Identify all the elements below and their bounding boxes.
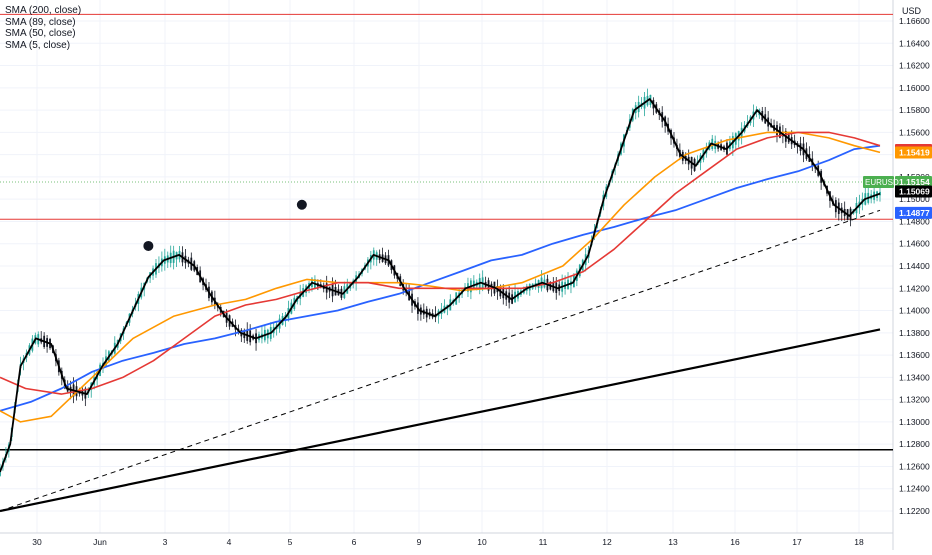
price-tick-label: 1.12600 [899, 461, 930, 471]
time-tick-label: 30 [32, 537, 42, 547]
price-tick-label: 1.14000 [899, 306, 930, 316]
time-tick-label: 16 [730, 537, 740, 547]
symbol-tag-badge [863, 176, 894, 189]
swing-high-marker [296, 199, 307, 210]
legend-item-sma5[interactable]: SMA (5, close) [5, 39, 71, 51]
price-tick-label: 1.14800 [899, 216, 930, 226]
price-tick-label: 1.13400 [899, 372, 930, 382]
price-tick-label: 1.16400 [899, 38, 930, 48]
sma-line-sma5 [0, 98, 881, 473]
price-tick-label: 1.16000 [899, 83, 930, 93]
legend-item-sma200[interactable]: SMA (200, close) [5, 5, 82, 16]
price-tick-label: 1.16600 [899, 16, 930, 26]
swing-high-marker [143, 240, 154, 251]
indicator-legend: SMA (200, close) SMA (89, close) SMA (50… [5, 5, 81, 51]
time-tick-label: 17 [792, 537, 802, 547]
price-tick-label: 1.13000 [899, 417, 930, 427]
price-tag-label: 1.15069 [899, 186, 930, 196]
price-tag-badge [895, 185, 932, 198]
time-tick-label: 11 [539, 537, 548, 547]
currency-label[interactable]: USD [902, 6, 922, 16]
time-tick-label: 10 [477, 537, 487, 547]
price-tick-label: 1.14400 [899, 261, 930, 271]
price-tick-label: 1.14200 [899, 283, 930, 293]
price-tag-label: 1.15419 [899, 148, 930, 158]
time-tick-label: 12 [602, 537, 612, 547]
price-tag-badge [895, 176, 932, 189]
price-tick-label: 1.13200 [899, 395, 930, 405]
price-tick-label: 1.13600 [899, 350, 930, 360]
sma-line-sma89 [0, 131, 881, 423]
price-tick-label: 1.12800 [899, 439, 930, 449]
sma-line-sma200 [0, 144, 881, 412]
price-tick-label: 1.12400 [899, 484, 930, 494]
price-tag-label: 1.15154 [899, 177, 930, 187]
time-tick-label: 5 [288, 537, 293, 547]
time-tick-label: Jun [93, 537, 107, 547]
time-tick-label: 18 [854, 537, 864, 547]
time-tick-label: 6 [352, 537, 357, 547]
legend-item-sma89[interactable]: SMA (89, close) [5, 16, 76, 28]
sma-line-sma50 [0, 131, 881, 395]
price-tick-label: 1.15000 [899, 194, 930, 204]
solid-trendline [0, 328, 881, 513]
time-tick-label: 4 [227, 537, 232, 547]
price-tick-label: 1.12200 [899, 506, 930, 516]
price-tick-label: 1.14600 [899, 239, 930, 249]
legend-item-sma50[interactable]: SMA (50, close) [5, 28, 76, 39]
symbol-tag-label: EURUSD [865, 178, 899, 187]
price-tick-label: 1.15600 [899, 127, 930, 137]
price-tick-label: 1.15800 [899, 105, 930, 115]
price-tick-label: 1.16200 [899, 61, 930, 71]
time-tick-label: 9 [417, 537, 422, 547]
price-tag-label: 1.14877 [899, 208, 930, 218]
price-tick-label: 1.13800 [899, 328, 930, 338]
dashed-trendline [0, 209, 881, 512]
time-tick-label: 3 [163, 537, 168, 547]
time-tick-label: 13 [668, 537, 678, 547]
price-tag-badge [895, 206, 932, 219]
price-tag-badge [895, 146, 932, 159]
